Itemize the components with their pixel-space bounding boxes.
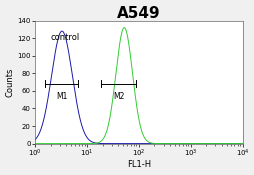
- Title: A549: A549: [117, 6, 160, 20]
- Text: control: control: [50, 33, 80, 42]
- Y-axis label: Counts: Counts: [6, 67, 14, 97]
- Text: M2: M2: [113, 92, 124, 101]
- Text: M1: M1: [56, 92, 67, 101]
- X-axis label: FL1-H: FL1-H: [126, 160, 150, 169]
